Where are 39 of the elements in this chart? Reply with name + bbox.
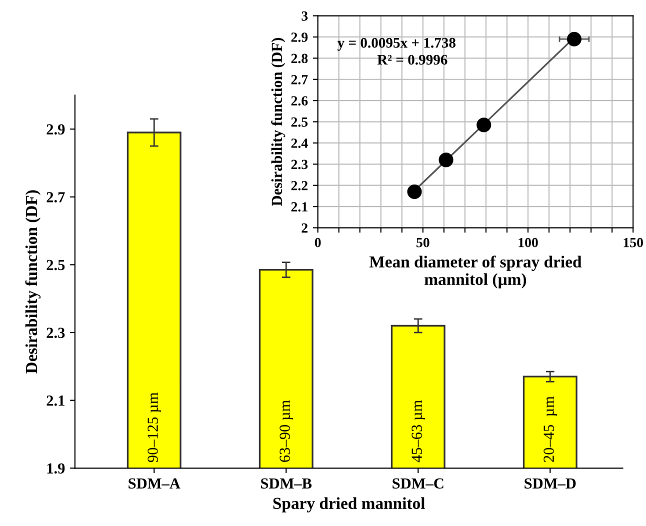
x-tick-label: SDM–B — [261, 478, 312, 489]
x-tick-label: 150 — [624, 238, 643, 248]
x-tick-label: SDM–A — [128, 478, 180, 489]
point — [476, 118, 492, 132]
x-axis-title: Spary dried mannitol — [273, 497, 425, 512]
y-tick-label: 2.7 — [291, 74, 308, 84]
x-tick-label: 0 — [314, 238, 321, 248]
y-tick-label: 3 — [302, 11, 308, 21]
x-tick-label: SDM–D — [524, 478, 576, 489]
y-tick-label: 2.9 — [291, 32, 308, 42]
y-tick-label: 1.9 — [47, 463, 65, 474]
y-tick-label: 2 — [302, 223, 308, 233]
y-axis-title: Desirability function (DF) — [271, 38, 286, 206]
x-tick-label: 50 — [416, 238, 430, 248]
y-tick-label: 2.2 — [291, 180, 308, 190]
y-tick-label: 2.9 — [46, 124, 65, 135]
x-tick-label: SDM–C — [392, 478, 444, 489]
y-tick-label: 2.7 — [46, 192, 65, 202]
x-axis-title: Mean diameter of spray dried mannitol (µm) — [369, 256, 582, 288]
y-tick-label: 2.4 — [291, 138, 308, 148]
annotation: R² = 0.9996 — [377, 54, 448, 65]
annotation: 63–90 µm — [280, 400, 294, 462]
annotation: 90–125 µm — [148, 392, 162, 462]
y-axis-title: Desirability function (DF) — [25, 190, 41, 374]
y-tick-label: 2.5 — [46, 260, 65, 270]
y-tick-label: 2.1 — [291, 202, 308, 212]
annotation: y = 0.0095x + 1.738 — [337, 38, 456, 51]
y-tick-label: 2.6 — [291, 96, 308, 106]
annotation: 45–63 µm — [412, 400, 426, 462]
y-tick-label: 2.1 — [46, 396, 64, 406]
annotation: 20–45 µm — [544, 396, 558, 462]
y-tick-label: 2.3 — [291, 160, 308, 170]
y-tick-label: 2.3 — [46, 328, 65, 338]
y-tick-label: 2.5 — [291, 117, 308, 127]
y-tick-label: 2.8 — [291, 54, 308, 64]
x-tick-label: 100 — [518, 238, 538, 248]
point — [407, 184, 422, 200]
point — [438, 152, 454, 168]
point — [566, 32, 582, 46]
